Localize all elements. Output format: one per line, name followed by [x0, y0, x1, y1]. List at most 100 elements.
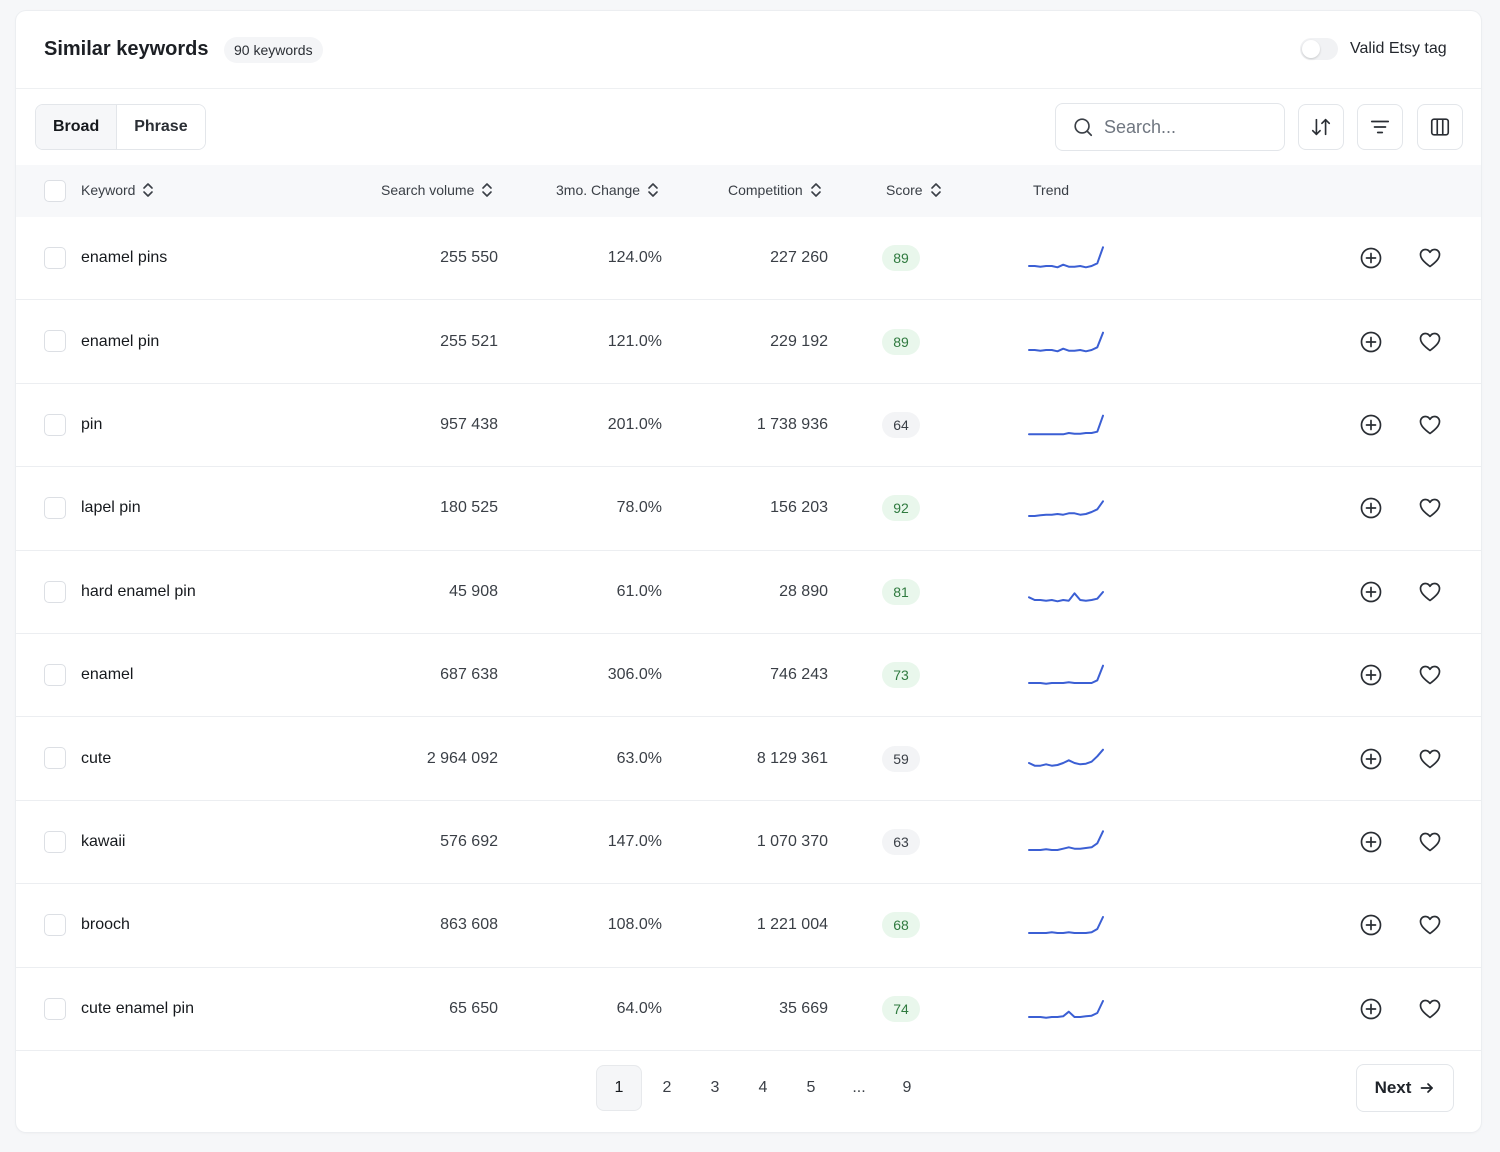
score-badge: 89 — [882, 245, 920, 272]
competition-cell: 8 129 361 — [756, 749, 828, 767]
search-icon — [1074, 118, 1093, 137]
trend-sparkline — [1028, 999, 1104, 1019]
heart-icon[interactable] — [1418, 663, 1442, 687]
competition-cell: 156 203 — [770, 499, 828, 517]
keyword-cell: pin — [81, 415, 103, 433]
change-cell: 306.0% — [607, 666, 662, 684]
add-circle-icon[interactable] — [1359, 330, 1383, 354]
table-row: kawaii 576 692 147.0% 1 070 370 63 — [16, 801, 1481, 885]
row-checkbox[interactable] — [44, 580, 66, 603]
trend-line — [1028, 590, 1104, 603]
column-header-trend: Trend — [1033, 182, 1069, 198]
table-header: Keyword Search volume 3mo. Change Compet… — [16, 165, 1481, 217]
next-page-button[interactable]: Next — [1356, 1064, 1454, 1112]
add-circle-icon[interactable] — [1359, 663, 1383, 687]
sort-button[interactable] — [1298, 104, 1344, 150]
filter-button[interactable] — [1357, 104, 1403, 150]
card-title: Similar keywords — [44, 38, 209, 60]
row-checkbox[interactable] — [44, 747, 66, 770]
page-button[interactable]: 3 — [710, 1079, 720, 1096]
valid-etsy-tag-toggle[interactable] — [1300, 38, 1338, 60]
next-label: Next — [1374, 1078, 1412, 1097]
search-volume-cell: 45 908 — [449, 582, 498, 600]
heart-icon[interactable] — [1418, 830, 1442, 854]
competition-cell: 227 260 — [770, 249, 828, 267]
heart-icon[interactable] — [1418, 246, 1442, 270]
add-circle-icon[interactable] — [1359, 997, 1383, 1021]
row-checkbox[interactable] — [44, 830, 66, 853]
heart-icon[interactable] — [1418, 913, 1442, 937]
heart-icon[interactable] — [1418, 496, 1442, 520]
change-cell: 124.0% — [607, 249, 662, 267]
keyword-cell: kawaii — [81, 832, 126, 850]
add-circle-icon[interactable] — [1359, 496, 1383, 520]
sort-chevrons-icon — [810, 183, 821, 197]
keyword-count-badge: 90 keywords — [224, 37, 323, 63]
column-header-label: Score — [886, 182, 923, 198]
add-circle-icon[interactable] — [1359, 413, 1383, 437]
competition-cell: 1 738 936 — [756, 415, 828, 433]
table-row: cute enamel pin 65 650 64.0% 35 669 74 — [16, 968, 1481, 1051]
row-checkbox[interactable] — [44, 247, 66, 269]
table-row: cute 2 964 092 63.0% 8 129 361 59 — [16, 717, 1481, 801]
add-circle-icon[interactable] — [1359, 246, 1383, 270]
row-checkbox[interactable] — [44, 914, 66, 937]
heart-icon[interactable] — [1418, 330, 1442, 354]
table-row: lapel pin 180 525 78.0% 156 203 92 — [16, 467, 1481, 551]
trend-sparkline — [1028, 500, 1104, 518]
search-volume-cell: 255 550 — [440, 249, 498, 267]
competition-cell: 1 070 370 — [756, 832, 828, 850]
column-header-label: 3mo. Change — [556, 182, 641, 198]
add-circle-icon[interactable] — [1359, 580, 1383, 604]
score-badge: 63 — [882, 828, 920, 855]
broad-tab[interactable]: Broad — [36, 105, 117, 149]
toolbar: Broad Phrase — [16, 89, 1481, 165]
score-badge: 59 — [882, 745, 920, 772]
sort-chevrons-icon — [930, 183, 941, 197]
column-header-search-volume[interactable]: Search volume — [381, 182, 494, 198]
sort-chevrons-icon — [648, 183, 658, 197]
column-header-label: Competition — [728, 182, 803, 198]
score-badge: 68 — [882, 912, 920, 939]
row-checkbox[interactable] — [44, 497, 66, 520]
page-button[interactable]: 9 — [902, 1079, 912, 1096]
column-header-competition[interactable]: Competition — [728, 182, 823, 198]
column-header-keyword[interactable]: Keyword — [81, 182, 155, 198]
similar-keywords-card: Similar keywords 90 keywords Valid Etsy … — [16, 11, 1481, 1132]
score-badge: 73 — [882, 662, 920, 689]
page-button[interactable]: 4 — [758, 1079, 768, 1096]
add-circle-icon[interactable] — [1359, 913, 1383, 937]
add-circle-icon[interactable] — [1359, 830, 1383, 854]
heart-icon[interactable] — [1418, 997, 1442, 1021]
search-volume-cell: 687 638 — [440, 666, 498, 684]
sort-chevrons-icon — [143, 183, 154, 197]
keyword-cell: enamel — [81, 666, 134, 684]
heart-icon[interactable] — [1418, 580, 1442, 604]
page-button[interactable]: 1 — [596, 1065, 642, 1111]
page-button[interactable]: 5 — [806, 1079, 816, 1096]
search-input[interactable] — [1104, 116, 1274, 138]
keyword-cell: enamel pins — [81, 249, 168, 267]
row-checkbox[interactable] — [44, 413, 66, 436]
heart-icon[interactable] — [1418, 747, 1442, 771]
row-checkbox[interactable] — [44, 330, 66, 353]
trend-sparkline — [1028, 748, 1104, 767]
score-badge: 64 — [882, 411, 920, 438]
trend-sparkline — [1028, 590, 1104, 603]
keyword-cell: cute — [81, 749, 112, 767]
phrase-tab[interactable]: Phrase — [116, 105, 205, 149]
match-type-segmented-control: Broad Phrase — [35, 104, 206, 150]
column-header-3mo-change[interactable]: 3mo. Change — [556, 182, 660, 198]
add-circle-icon[interactable] — [1359, 747, 1383, 771]
select-all-checkbox[interactable] — [44, 180, 66, 202]
columns-button[interactable] — [1417, 104, 1463, 150]
trend-line — [1028, 916, 1104, 935]
row-checkbox[interactable] — [44, 997, 66, 1020]
keyword-cell: hard enamel pin — [81, 582, 196, 600]
sort-icon — [1311, 118, 1331, 136]
row-checkbox[interactable] — [44, 664, 66, 686]
keyword-cell: cute enamel pin — [81, 999, 194, 1017]
page-button[interactable]: 2 — [662, 1079, 672, 1096]
column-header-score[interactable]: Score — [886, 182, 943, 198]
heart-icon[interactable] — [1418, 413, 1442, 437]
